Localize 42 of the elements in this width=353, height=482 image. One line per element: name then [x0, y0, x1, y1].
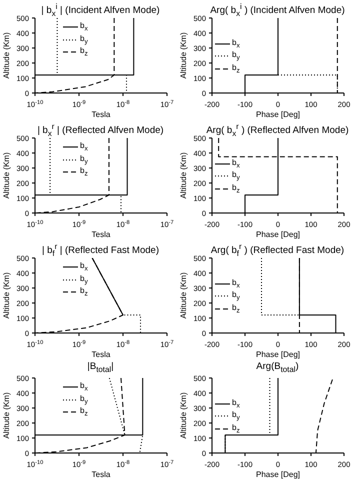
chart-title: |B$_{total}$| — [86, 360, 115, 374]
legend-label: b$_{x}$ — [232, 158, 240, 170]
x-axis-title: Phase [Deg] — [256, 350, 300, 359]
x-axis-title: Tesla — [92, 110, 111, 119]
legend-label: b$_{x}$ — [232, 38, 240, 50]
legend-label: b$_{x}$ — [80, 261, 88, 274]
legend-label: b$_{z}$ — [80, 166, 88, 179]
legend-label: b$_{z}$ — [232, 422, 240, 436]
legend-label: b$_{y}$ — [232, 170, 240, 183]
x-axis-title: Phase [Deg] — [256, 470, 300, 479]
legend-label: b$_{z}$ — [80, 46, 88, 59]
legend-label: b$_{y}$ — [232, 410, 240, 423]
y-axis-title: Altitude (Km) — [179, 32, 188, 79]
legend-label: b$_{x}$ — [80, 21, 88, 34]
x-axis-title: Phase [Deg] — [256, 230, 300, 239]
x-axis-title: Tesla — [92, 470, 111, 479]
y-axis-title: Altitude (Km) — [2, 272, 11, 319]
legend-label: b$_{z}$ — [232, 302, 240, 316]
legend-label: b$_{z}$ — [232, 62, 240, 76]
y-axis-title: Altitude (Km) — [179, 272, 188, 319]
y-axis-title: Altitude (Km) — [179, 152, 188, 199]
x-axis-title: Phase [Deg] — [256, 110, 300, 119]
legend-label: b$_{x}$ — [80, 381, 88, 394]
legend-label: b$_{y}$ — [80, 394, 88, 406]
legend-label: b$_{x}$ — [232, 278, 240, 290]
legend-label: b$_{y}$ — [80, 34, 88, 46]
legend-label: b$_{y}$ — [80, 274, 88, 286]
y-axis-title: Altitude (Km) — [2, 392, 11, 439]
legend-label: b$_{y}$ — [232, 290, 240, 303]
y-axis-title: Altitude (Km) — [2, 152, 11, 199]
legend-label: b$_{x}$ — [80, 141, 88, 154]
x-axis-title: Tesla — [92, 230, 111, 239]
legend-label: b$_{x}$ — [232, 398, 240, 410]
legend-label: b$_{z}$ — [80, 286, 88, 299]
legend-label: b$_{z}$ — [80, 406, 88, 419]
legend-label: b$_{y}$ — [232, 50, 240, 63]
chart-title: Arg(B$_{total}$) — [255, 360, 300, 374]
legend-label: b$_{z}$ — [232, 182, 240, 196]
y-axis-title: Altitude (Km) — [179, 392, 188, 439]
x-axis-title: Tesla — [92, 350, 111, 359]
y-axis-title: Altitude (Km) — [2, 32, 11, 79]
legend-label: b$_{y}$ — [80, 154, 88, 166]
